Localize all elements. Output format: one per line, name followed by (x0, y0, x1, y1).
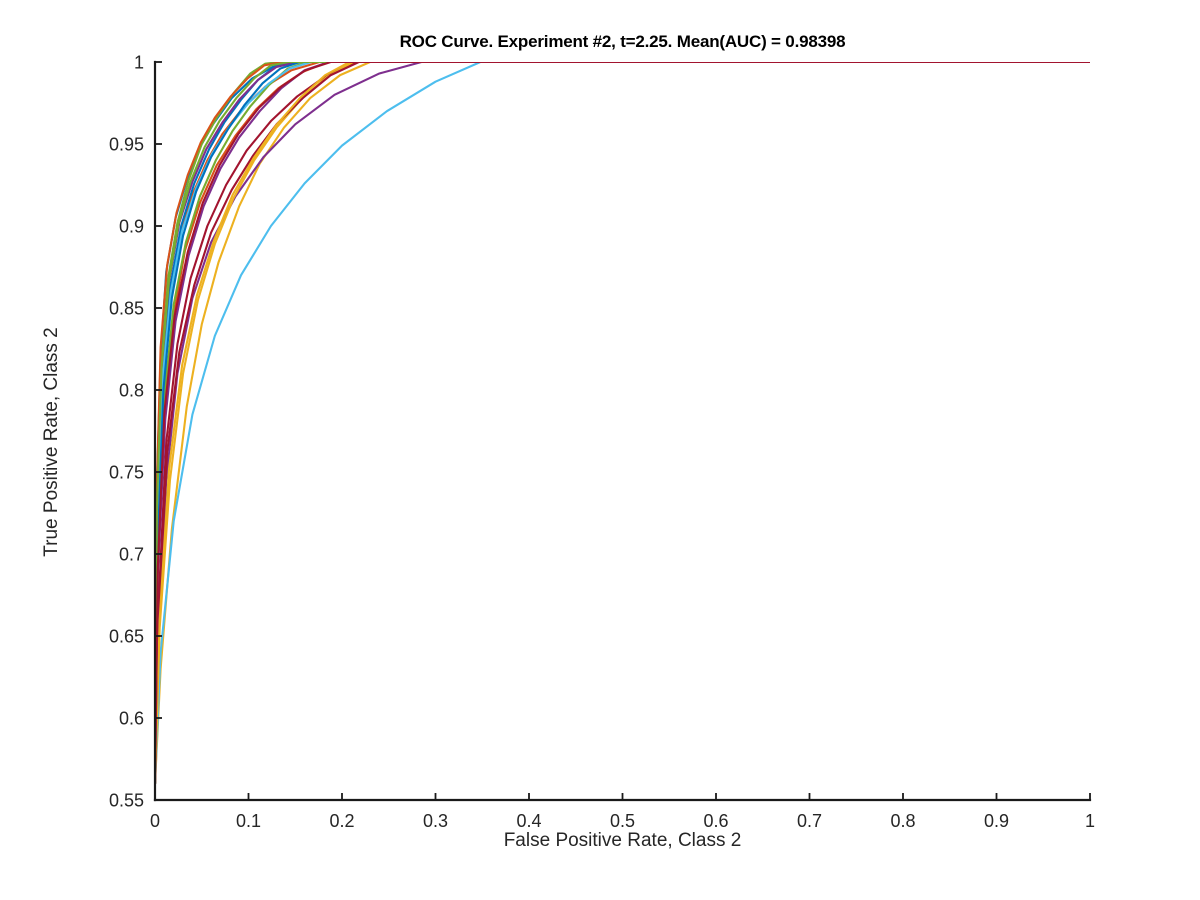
y-tick-label: 0.95 (109, 135, 144, 155)
axis-group (153, 60, 1092, 802)
roc-curve (155, 62, 1090, 785)
roc-curve (155, 62, 1090, 785)
roc-curve (155, 62, 1090, 785)
roc-curve (155, 62, 1090, 785)
x-tick-label: 0.5 (610, 811, 635, 831)
roc-curve (155, 62, 1090, 785)
y-tick-label: 0.65 (109, 627, 144, 647)
x-tick-label: 0.7 (797, 811, 822, 831)
roc-curve (155, 62, 1090, 785)
x-tick-label: 0.1 (236, 811, 261, 831)
chart-title: ROC Curve. Experiment #2, t=2.25. Mean(A… (399, 32, 846, 51)
roc-curve (155, 62, 1090, 785)
roc-curve (155, 62, 1090, 785)
roc-curve (155, 62, 1090, 785)
x-axis-label: False Positive Rate, Class 2 (503, 830, 742, 851)
y-tick-label: 0.75 (109, 463, 144, 483)
roc-curve (155, 62, 1090, 785)
y-axis-label: True Positive Rate, Class 2 (41, 327, 62, 557)
x-tick-label: 0.2 (329, 811, 354, 831)
roc-curves-group (155, 62, 1090, 785)
y-tick-label: 0.55 (109, 791, 144, 811)
y-tick-label: 0.9 (119, 217, 144, 237)
x-tick-label: 0.9 (984, 811, 1009, 831)
roc-curve (155, 62, 1090, 785)
y-tick-label: 1 (134, 53, 144, 73)
roc-curve (155, 62, 1090, 785)
x-tick-label: 0.3 (423, 811, 448, 831)
tick-labels-group: 0.55 0.6 0.65 0.7 0.75 0.8 0.85 0.9 0.95 1 0 0.1 0.2… (109, 53, 1095, 832)
roc-curve (155, 62, 1090, 785)
roc-curve (155, 62, 1090, 785)
y-tick-label: 0.6 (119, 709, 144, 729)
x-tick-label: 0.4 (516, 811, 541, 831)
x-tick-label: 0.8 (890, 811, 915, 831)
y-tick-label: 0.7 (119, 545, 144, 565)
roc-curve (155, 62, 1090, 785)
roc-curve (155, 62, 1090, 785)
roc-curve (155, 62, 1090, 785)
y-tick-label: 0.85 (109, 299, 144, 319)
roc-curve (155, 62, 1090, 785)
x-tick-label: 0 (150, 811, 160, 831)
y-tick-label: 0.8 (119, 381, 144, 401)
x-tick-label: 1 (1085, 811, 1095, 831)
roc-curve (155, 62, 1090, 785)
roc-curve (155, 62, 1090, 785)
x-tick-label: 0.6 (703, 811, 728, 831)
